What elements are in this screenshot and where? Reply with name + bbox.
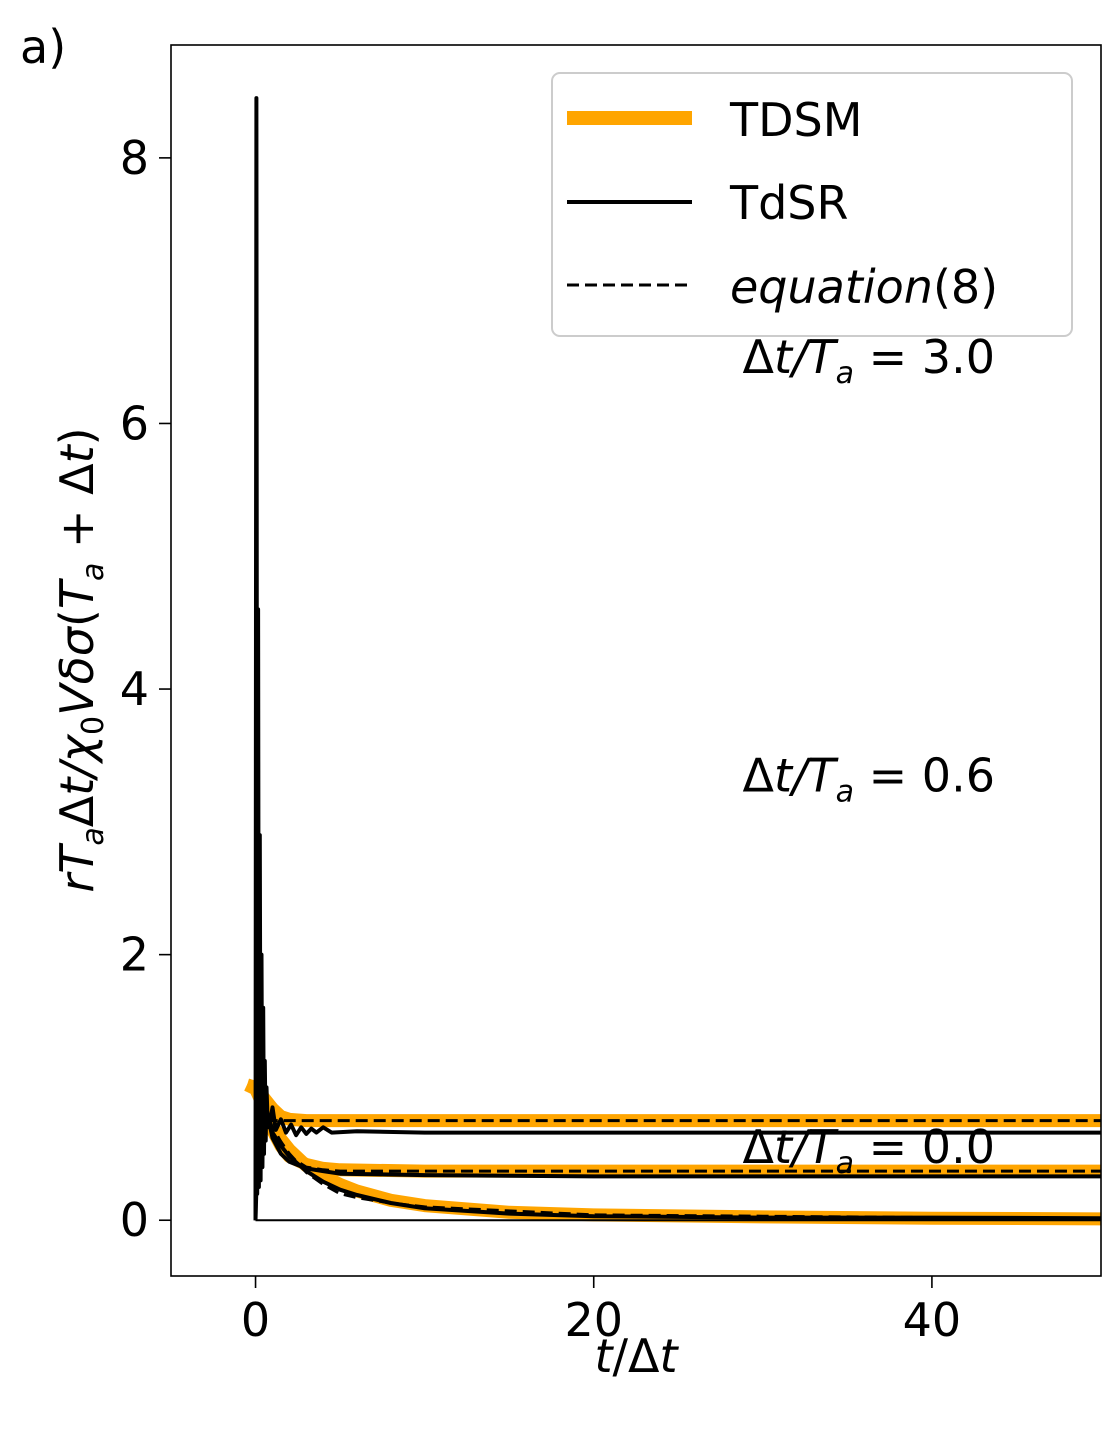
annotation-dt-ta: Δt/Ta = 0.6 (743, 748, 995, 809)
legend-box (551, 72, 1073, 337)
series-line-equation-8- (254, 1086, 1101, 1173)
plot-frame (170, 44, 1102, 1277)
svg-text:rTaΔt/χ0Vδσ(Ta + Δt): rTaΔt/χ0Vδσ(Ta + Δt) (50, 427, 111, 892)
y-tick-label: 0 (120, 1193, 149, 1247)
x-tick-label: 0 (241, 1293, 270, 1347)
series-layer (244, 96, 1101, 1226)
annotation-dt-ta: Δt/Ta = 0.0 (743, 1120, 995, 1181)
x-axis-title: t/Δt (594, 1329, 679, 1383)
y-tick-label: 6 (120, 396, 149, 450)
annotation-dt-ta: Δt/Ta = 3.0 (743, 330, 995, 391)
y-tick-label: 4 (120, 662, 149, 716)
legend: TDSM TdSR equation(8) (551, 72, 1073, 337)
legend-label-tdsm: TDSM (729, 93, 862, 147)
panel-label: a) (20, 20, 67, 74)
series-line-tdsr (253, 96, 1101, 1221)
series-line-tdsr (253, 1098, 1101, 1221)
y-tick-label: 8 (120, 131, 149, 185)
x-tick-label: 20 (564, 1293, 623, 1347)
ticks-layer: 0 20 40 0 2 4 6 8 (120, 131, 961, 1347)
y-axis-title: rTaΔt/χ0Vδσ(Ta + Δt) (50, 427, 111, 892)
legend-label-tdsr: TdSR (729, 176, 848, 230)
x-tick-label: 40 (903, 1293, 962, 1347)
legend-label-equation: equation(8) (730, 260, 998, 314)
y-tick-label: 2 (120, 928, 149, 982)
series-line-equation-8- (254, 1086, 1101, 1221)
annotations-layer: Δt/Ta = 3.0 Δt/Ta = 0.6 Δt/Ta = 0.0 (743, 330, 995, 1181)
